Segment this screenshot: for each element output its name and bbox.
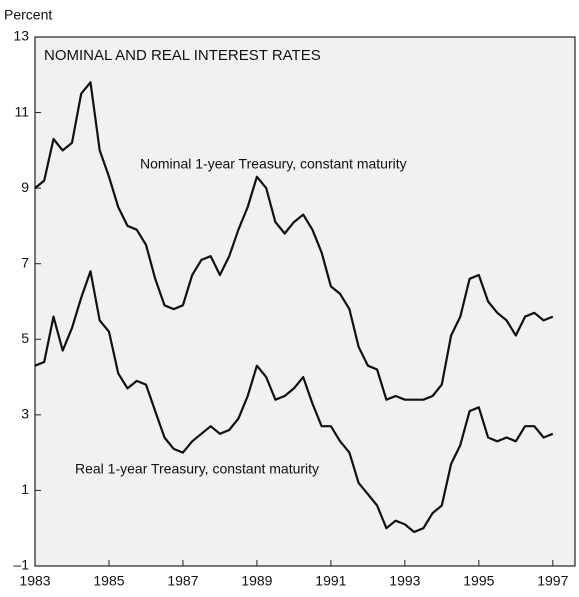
plot-area: [34, 36, 576, 567]
x-tick-label: 1987: [167, 573, 198, 589]
x-tick-label: 1983: [19, 573, 50, 589]
y-tick-label: –1: [13, 557, 29, 573]
x-tick-label: 1993: [389, 573, 420, 589]
x-tick-label: 1997: [537, 573, 568, 589]
x-tick-label: 1995: [463, 573, 494, 589]
y-tick-label: 5: [21, 330, 29, 346]
y-tick-label: 9: [21, 179, 29, 195]
chart-title: NOMINAL AND REAL INTEREST RATES: [44, 47, 321, 64]
series-line: [34, 81, 554, 401]
y-tick-label: 7: [21, 254, 29, 270]
x-tick-label: 1991: [315, 573, 346, 589]
y-tick-label: 11: [14, 103, 29, 119]
series-label: Nominal 1-year Treasury, constant maturi…: [140, 156, 407, 172]
series-line: [34, 270, 554, 534]
y-tick-label: 1: [21, 481, 29, 497]
y-tick-label: 13: [13, 28, 29, 44]
x-tick-label: 1985: [93, 573, 124, 589]
y-tick-label: 3: [21, 406, 29, 422]
x-tick-label: 1989: [241, 573, 272, 589]
y-axis-label: Percent: [4, 7, 52, 23]
series-label: Real 1-year Treasury, constant maturity: [75, 461, 319, 477]
